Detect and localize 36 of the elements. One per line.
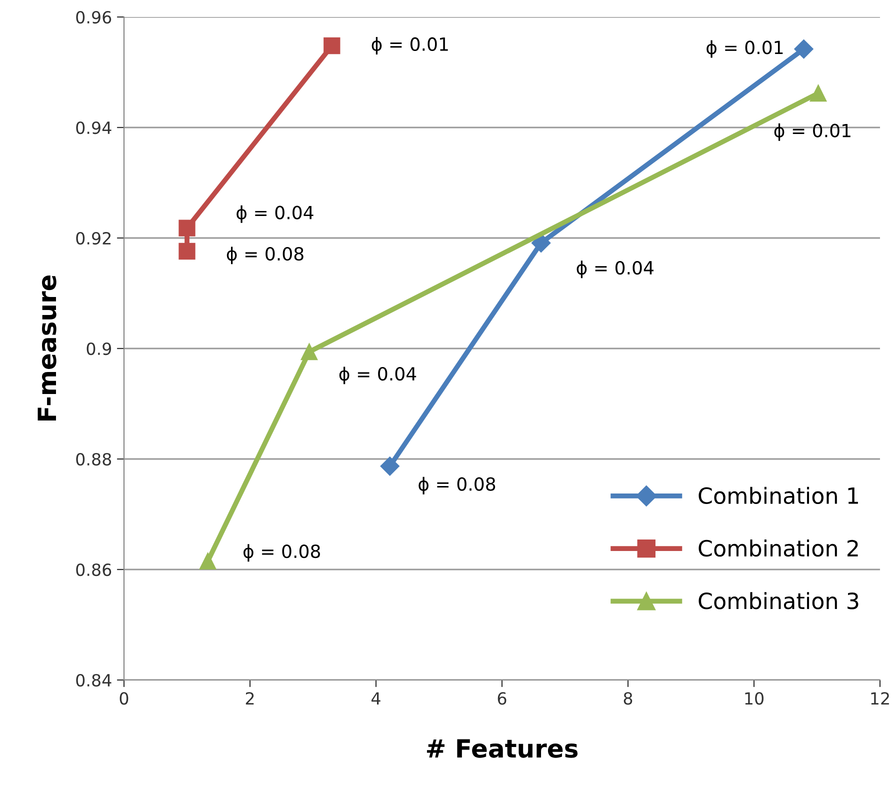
legend-label: Combination 1 — [698, 486, 858, 504]
x-tick-label: 4 — [372, 692, 380, 704]
point — [178, 220, 196, 236]
annotation: ϕ = 0.01 — [774, 123, 850, 141]
annotation: ϕ = 0.08 — [418, 476, 496, 494]
x-tick-label: 12 — [871, 692, 889, 704]
point — [380, 456, 400, 476]
x-tick-label: 2 — [246, 692, 254, 704]
annotation: ϕ = 0.08 — [226, 246, 304, 264]
legend-label: Combination 3 — [698, 592, 858, 610]
annotation: ϕ = 0.08 — [244, 544, 320, 562]
point — [794, 40, 814, 59]
x-tick-label: 6 — [498, 692, 506, 705]
point — [300, 343, 318, 360]
point — [178, 242, 196, 260]
y-tick-label: 0.92 — [76, 232, 111, 245]
x-tick-label: 0 — [120, 692, 128, 705]
x-axis-title: # Features — [426, 739, 578, 758]
x-tick-label: 8 — [624, 692, 632, 705]
y-tick-label: 0.9 — [86, 342, 112, 356]
y-tick-label: 0.84 — [76, 674, 112, 687]
y-tick-label: 0.86 — [76, 563, 112, 576]
y-tick-label: 0.96 — [76, 10, 112, 24]
y-tick-label: 0.88 — [76, 452, 112, 466]
annotation: ϕ = 0.04 — [576, 260, 654, 278]
point — [810, 84, 827, 102]
point — [324, 37, 340, 54]
legend-label: Combination 2 — [698, 539, 858, 557]
y-tick-label: 0.94 — [76, 121, 112, 134]
x-tick-label: 10 — [745, 692, 764, 705]
annotation: ϕ = 0.01 — [706, 40, 783, 58]
annotation: ϕ = 0.04 — [236, 205, 314, 223]
point — [199, 552, 216, 570]
annotation: ϕ = 0.04 — [339, 366, 416, 384]
annotation: ϕ = 0.01 — [372, 36, 448, 54]
y-axis-title: F-measure — [38, 275, 56, 420]
